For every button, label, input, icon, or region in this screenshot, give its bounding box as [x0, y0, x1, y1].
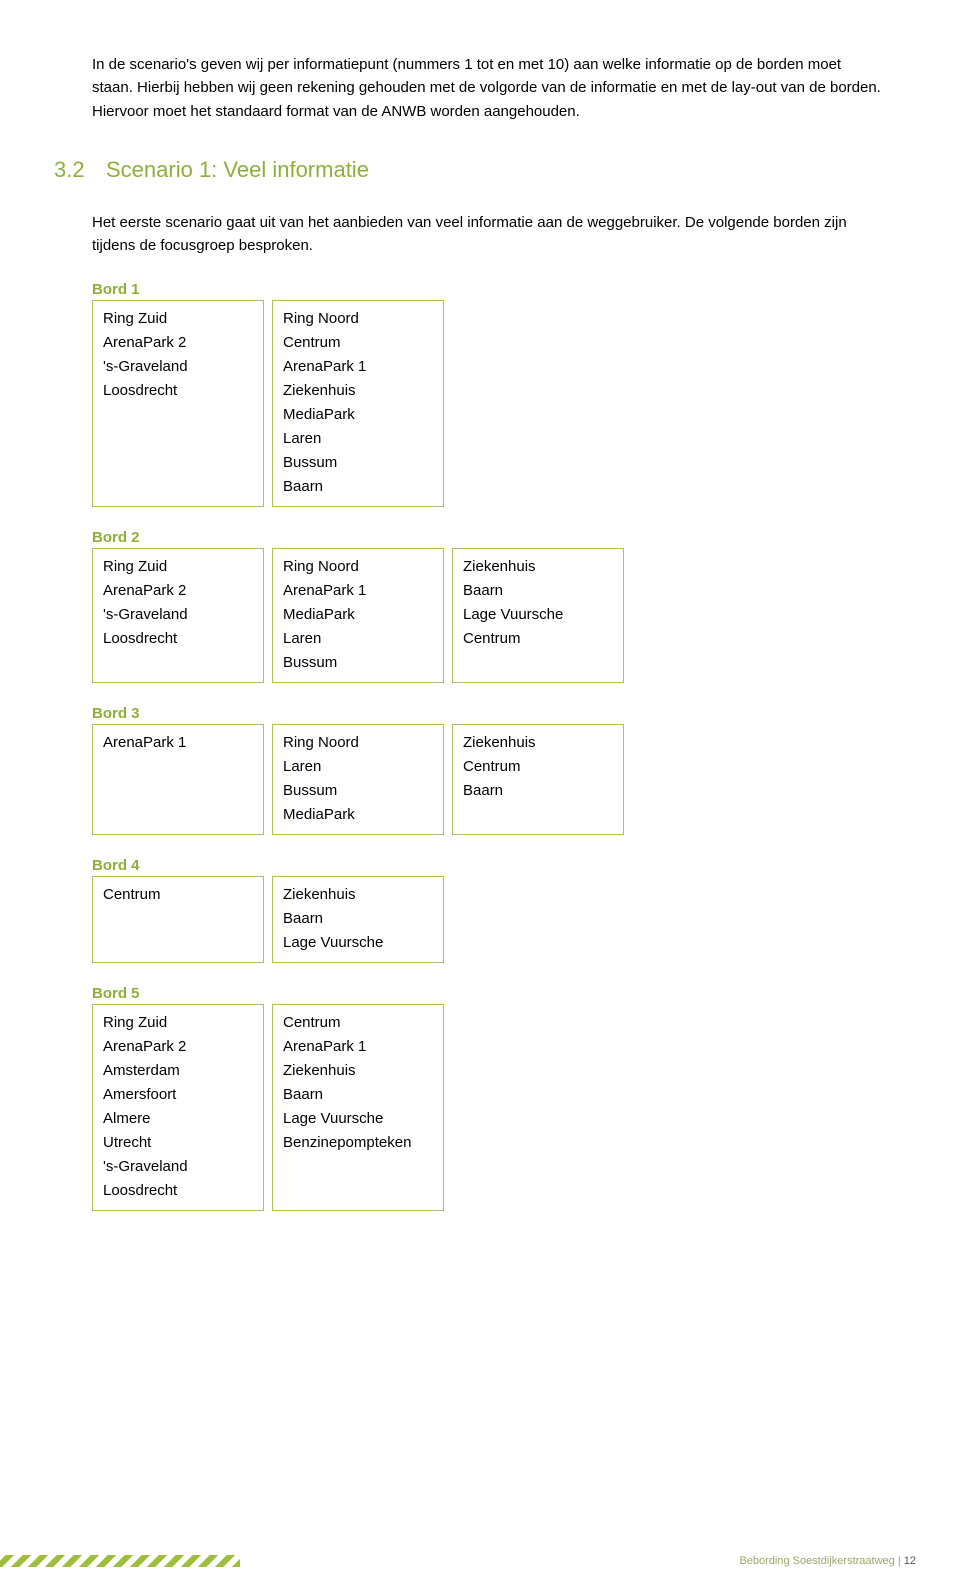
board-cell: ZiekenhuisBaarnLage VuurscheCentrum [452, 548, 624, 683]
board-cell: Ring NoordCentrumArenaPark 1ZiekenhuisMe… [272, 300, 444, 507]
board-row: Ring ZuidArenaPark 2's-GravelandLoosdrec… [92, 300, 884, 507]
board-item: Ziekenhuis [463, 555, 613, 579]
board-row: Ring ZuidArenaPark 2AmsterdamAmersfoortA… [92, 1004, 884, 1211]
board-row: Ring ZuidArenaPark 2's-GravelandLoosdrec… [92, 548, 884, 683]
board-item: Benzinepompteken [283, 1131, 433, 1155]
board-item: Laren [283, 427, 433, 451]
board-item: Ziekenhuis [283, 883, 433, 907]
board-title: Bord 5 [92, 985, 884, 1002]
board-row: Centrum ZiekenhuisBaarnLage Vuursche [92, 876, 884, 963]
board-item: 's-Graveland [103, 603, 253, 627]
board-item: Loosdrecht [103, 379, 253, 403]
board-item: Centrum [463, 627, 613, 651]
boards-container: Bord 1Ring ZuidArenaPark 2's-GravelandLo… [92, 281, 884, 1211]
board-item: Amsterdam [103, 1059, 253, 1083]
board-item: MediaPark [283, 603, 433, 627]
board-item: Ring Zuid [103, 555, 253, 579]
board-item: Centrum [283, 1011, 433, 1035]
board-item: ArenaPark 2 [103, 1035, 253, 1059]
board-item: Ring Zuid [103, 1011, 253, 1035]
section-title: Scenario 1: Veel informatie [106, 157, 369, 183]
board-item: Laren [283, 755, 433, 779]
board-cell: ZiekenhuisBaarnLage Vuursche [272, 876, 444, 963]
board-title: Bord 2 [92, 529, 884, 546]
board-item: Baarn [463, 579, 613, 603]
board-item: Ziekenhuis [283, 379, 433, 403]
board-item: Baarn [463, 779, 613, 803]
board-item: Ring Zuid [103, 307, 253, 331]
footer-title: Bebording Soestdijkerstraatweg [739, 1555, 894, 1567]
board-cell: Ring ZuidArenaPark 2AmsterdamAmersfoortA… [92, 1004, 264, 1211]
footer-text: Bebording Soestdijkerstraatweg | 12 [739, 1555, 916, 1567]
board-item: Bussum [283, 779, 433, 803]
board-item: ArenaPark 1 [103, 731, 253, 755]
board-item: Ring Noord [283, 731, 433, 755]
board-item: Amersfoort [103, 1083, 253, 1107]
board-item: Centrum [463, 755, 613, 779]
board-item: MediaPark [283, 403, 433, 427]
board-cell: Ring ZuidArenaPark 2's-GravelandLoosdrec… [92, 300, 264, 507]
section-body: Het eerste scenario gaat uit van het aan… [92, 211, 884, 258]
board-cell: Ring NoordLarenBussumMediaPark [272, 724, 444, 835]
board-item: ArenaPark 2 [103, 579, 253, 603]
board-item: ArenaPark 1 [283, 579, 433, 603]
board-item: MediaPark [283, 803, 433, 827]
board-item: Lage Vuursche [283, 931, 433, 955]
board-cell: Ring NoordArenaPark 1MediaParkLarenBussu… [272, 548, 444, 683]
board-cell: ZiekenhuisCentrumBaarn [452, 724, 624, 835]
board-cell: Centrum [92, 876, 264, 963]
board-item: Bussum [283, 651, 433, 675]
board-item: Ziekenhuis [463, 731, 613, 755]
board-item: ArenaPark 1 [283, 1035, 433, 1059]
footer-page-number: 12 [904, 1555, 916, 1567]
board-item: ArenaPark 2 [103, 331, 253, 355]
intro-paragraph: In de scenario's geven wij per informati… [92, 53, 884, 123]
board-title: Bord 3 [92, 705, 884, 722]
board-item: Centrum [283, 331, 433, 355]
page-footer: Bebording Soestdijkerstraatweg | 12 [0, 1541, 960, 1567]
board-cell: CentrumArenaPark 1ZiekenhuisBaarnLage Vu… [272, 1004, 444, 1211]
board-title: Bord 1 [92, 281, 884, 298]
document-page: In de scenario's geven wij per informati… [0, 0, 960, 1577]
board-cell: ArenaPark 1 [92, 724, 264, 835]
section-heading: 3.2 Scenario 1: Veel informatie [54, 157, 884, 183]
board-item: Utrecht [103, 1131, 253, 1155]
board-cell: Ring ZuidArenaPark 2's-GravelandLoosdrec… [92, 548, 264, 683]
board-item: Baarn [283, 907, 433, 931]
board-item: 's-Graveland [103, 355, 253, 379]
section-number: 3.2 [54, 157, 88, 183]
board-title: Bord 4 [92, 857, 884, 874]
board-item: Ring Noord [283, 307, 433, 331]
board-row: ArenaPark 1 Ring NoordLarenBussumMediaPar… [92, 724, 884, 835]
board-item: Loosdrecht [103, 1179, 253, 1203]
board-item: Centrum [103, 883, 253, 907]
board-item: ArenaPark 1 [283, 355, 433, 379]
board-item: 's-Graveland [103, 1155, 253, 1179]
footer-stripes [0, 1555, 240, 1567]
board-item: Ring Noord [283, 555, 433, 579]
board-item: Almere [103, 1107, 253, 1131]
board-item: Bussum [283, 451, 433, 475]
board-item: Lage Vuursche [283, 1107, 433, 1131]
board-item: Loosdrecht [103, 627, 253, 651]
board-item: Baarn [283, 475, 433, 499]
board-item: Lage Vuursche [463, 603, 613, 627]
board-item: Baarn [283, 1083, 433, 1107]
board-item: Ziekenhuis [283, 1059, 433, 1083]
board-item: Laren [283, 627, 433, 651]
